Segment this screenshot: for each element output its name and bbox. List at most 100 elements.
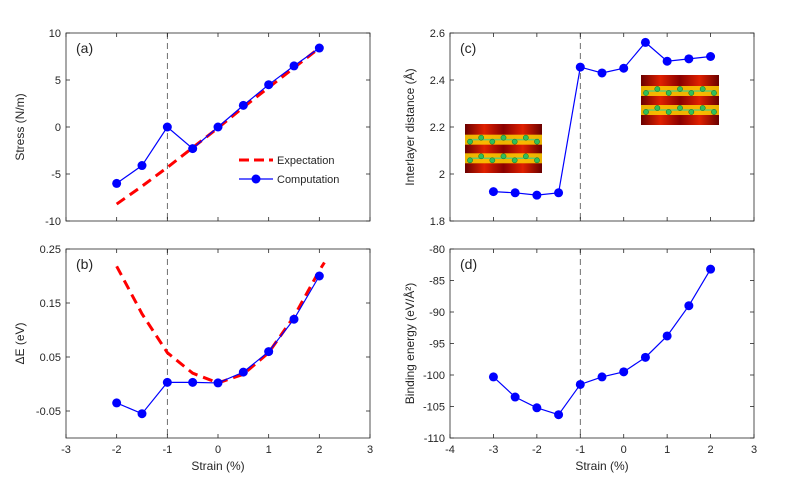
- y-axis-label: Interlayer distance (Å): [402, 68, 417, 185]
- inset-atom: [478, 153, 485, 160]
- legend-expectation-label: Expectation: [277, 155, 334, 167]
- x-tick-label: -2: [532, 444, 542, 456]
- computation-point: [706, 264, 716, 274]
- y-tick-label: -105: [423, 402, 445, 414]
- y-tick-label: -110: [424, 433, 445, 445]
- y-tick-label: -5: [51, 169, 61, 181]
- computation-point: [532, 403, 542, 413]
- computation-point: [264, 80, 274, 90]
- panel-b: -3 -2 -1 0 1 2 3 -0.05 0.05 0.15 0.25 (b) Strain (%)…: [13, 244, 373, 473]
- inset-atom: [489, 138, 496, 145]
- y-tick-label: -10: [45, 216, 61, 228]
- series-expectation-line: [115, 261, 326, 385]
- y-tick-label: -85: [429, 276, 445, 288]
- y-tick-label: 0: [55, 122, 61, 134]
- computation-point: [575, 62, 585, 72]
- inset-atom: [522, 134, 529, 141]
- x-axis-label: Strain (%): [575, 459, 628, 473]
- inset-atom: [500, 134, 507, 141]
- inset-atom: [478, 134, 485, 141]
- y-tick-label: 2.2: [430, 122, 445, 134]
- x-tick-label: -3: [61, 444, 71, 456]
- inset-atom: [511, 138, 518, 145]
- panel-label: (d): [460, 256, 477, 272]
- x-tick-label: 3: [367, 444, 373, 456]
- y-tick-label: 5: [55, 75, 61, 87]
- computation-point: [238, 367, 248, 377]
- series-expectation-line: [115, 46, 321, 206]
- legend-computation-swatch-marker: [251, 174, 261, 184]
- computation-point: [264, 347, 274, 357]
- panel-b-axes-box: [65, 248, 371, 439]
- inset-atom: [534, 157, 540, 164]
- computation-point: [662, 331, 672, 341]
- computation-point: [289, 314, 299, 324]
- computation-point: [112, 178, 122, 188]
- y-tick-label: 0.15: [40, 298, 61, 310]
- interlayer-structure-stretched: [641, 75, 719, 125]
- inset-atom: [522, 153, 529, 160]
- computation-point: [684, 54, 694, 64]
- inset-atom: [677, 105, 683, 111]
- inset-atom: [511, 157, 518, 164]
- computation-point: [488, 187, 498, 197]
- panel-label: (a): [76, 40, 93, 56]
- computation-point: [213, 378, 223, 388]
- inset-atom: [711, 90, 717, 96]
- x-tick-label: 0: [621, 444, 627, 456]
- inset-atom: [665, 90, 672, 96]
- computation-point: [188, 144, 198, 154]
- computation-point: [162, 377, 172, 387]
- x-tick-label: 2: [316, 444, 322, 456]
- y-tick-label: -100: [423, 370, 445, 382]
- x-tick-label: -2: [112, 444, 122, 456]
- computation-point: [640, 37, 650, 47]
- x-tick-label: 0: [215, 444, 221, 456]
- inset-background: [641, 75, 719, 125]
- inset-background: [465, 124, 542, 173]
- computation-point: [575, 379, 585, 389]
- computation-point: [137, 409, 147, 419]
- inset-atom: [489, 157, 496, 164]
- x-tick-label: 1: [664, 444, 670, 456]
- x-tick-label: -1: [575, 444, 585, 456]
- inset-atom: [534, 138, 540, 145]
- computation-point: [662, 56, 672, 66]
- computation-point: [619, 63, 629, 73]
- y-tick-label: 1.8: [430, 216, 445, 228]
- panel-a: -10 -5 0 5 10 (a) Stress (N/m) Expectation Compu…: [13, 28, 371, 228]
- computation-point: [289, 61, 299, 71]
- inset-atom: [467, 157, 473, 164]
- inset-atom: [711, 109, 717, 115]
- inset-atom: [654, 105, 661, 111]
- y-tick-label: 0.25: [40, 244, 61, 256]
- inset-atom: [665, 109, 672, 115]
- computation-point: [488, 372, 498, 382]
- computation-point: [684, 301, 694, 311]
- panel-label: (b): [76, 256, 93, 272]
- x-tick-label: -4: [445, 444, 455, 456]
- y-tick-label: 2.6: [430, 28, 445, 40]
- panel-d-axes-box: [449, 248, 755, 439]
- inset-atom: [699, 105, 706, 111]
- inset-atom: [467, 138, 473, 145]
- x-tick-label: 3: [751, 444, 757, 456]
- computation-point: [706, 52, 716, 61]
- legend: Expectation Computation: [239, 155, 339, 186]
- y-tick-label: 2.4: [430, 75, 445, 87]
- computation-point: [510, 392, 520, 402]
- computation-point: [137, 161, 147, 171]
- computation-point: [640, 352, 650, 362]
- computation-point: [597, 372, 607, 382]
- x-tick-label: 2: [708, 444, 714, 456]
- computation-point: [314, 271, 324, 281]
- inset-atom: [643, 90, 649, 96]
- y-axis-label: Binding energy (eV/Å²): [402, 283, 417, 404]
- computation-point: [619, 367, 629, 377]
- x-axis-label: Strain (%): [191, 459, 244, 473]
- y-axis-label: ΔE (eV): [13, 322, 27, 364]
- inset-atom: [500, 153, 507, 160]
- computation-point: [597, 68, 607, 78]
- legend-computation-label: Computation: [277, 174, 339, 186]
- computation-point: [314, 43, 324, 53]
